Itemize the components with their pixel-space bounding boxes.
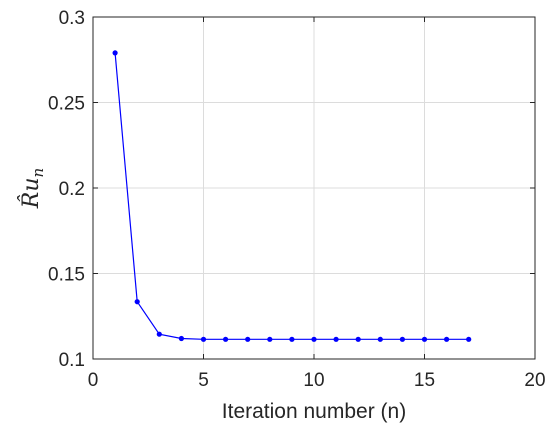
data-point bbox=[267, 336, 273, 342]
data-point bbox=[156, 331, 162, 337]
data-point bbox=[178, 335, 184, 342]
y-tick-label: 0.1 bbox=[59, 350, 85, 371]
data-point bbox=[311, 336, 317, 342]
x-tick-label: 10 bbox=[303, 370, 324, 391]
y-axis-label-subscript: n bbox=[29, 168, 47, 178]
data-point bbox=[112, 50, 118, 56]
grid-lines bbox=[93, 17, 535, 359]
y-tick-label: 0.3 bbox=[59, 8, 85, 29]
x-tick-label: 20 bbox=[524, 370, 545, 391]
x-tick-label: 15 bbox=[414, 370, 435, 391]
data-point bbox=[223, 336, 229, 342]
series-layer bbox=[112, 50, 472, 342]
y-tick-label: 0.2 bbox=[59, 179, 85, 200]
data-point bbox=[399, 336, 405, 342]
series-line bbox=[114, 52, 469, 340]
y-tick-label: 0.25 bbox=[48, 94, 85, 115]
data-point bbox=[134, 299, 140, 305]
y-tick-label: 0.15 bbox=[48, 265, 85, 286]
x-tick-label: 5 bbox=[198, 370, 209, 391]
data-point bbox=[444, 336, 450, 342]
x-tick-label: 0 bbox=[88, 370, 99, 391]
data-point bbox=[289, 336, 295, 342]
y-axis-label-main: R̂u bbox=[18, 177, 44, 209]
data-point bbox=[377, 336, 383, 342]
data-point bbox=[421, 336, 428, 342]
data-point bbox=[245, 336, 251, 342]
data-point bbox=[200, 336, 207, 342]
data-point bbox=[466, 336, 472, 342]
data-point bbox=[333, 336, 339, 342]
axis-ticks: 0 5 10 15 20 0.1 0.15 0.2 0.25 0.3 bbox=[48, 8, 546, 391]
x-axis-label: Iteration number (n) bbox=[222, 400, 406, 423]
y-axis-label: R̂un bbox=[18, 168, 47, 209]
data-point bbox=[355, 336, 361, 342]
